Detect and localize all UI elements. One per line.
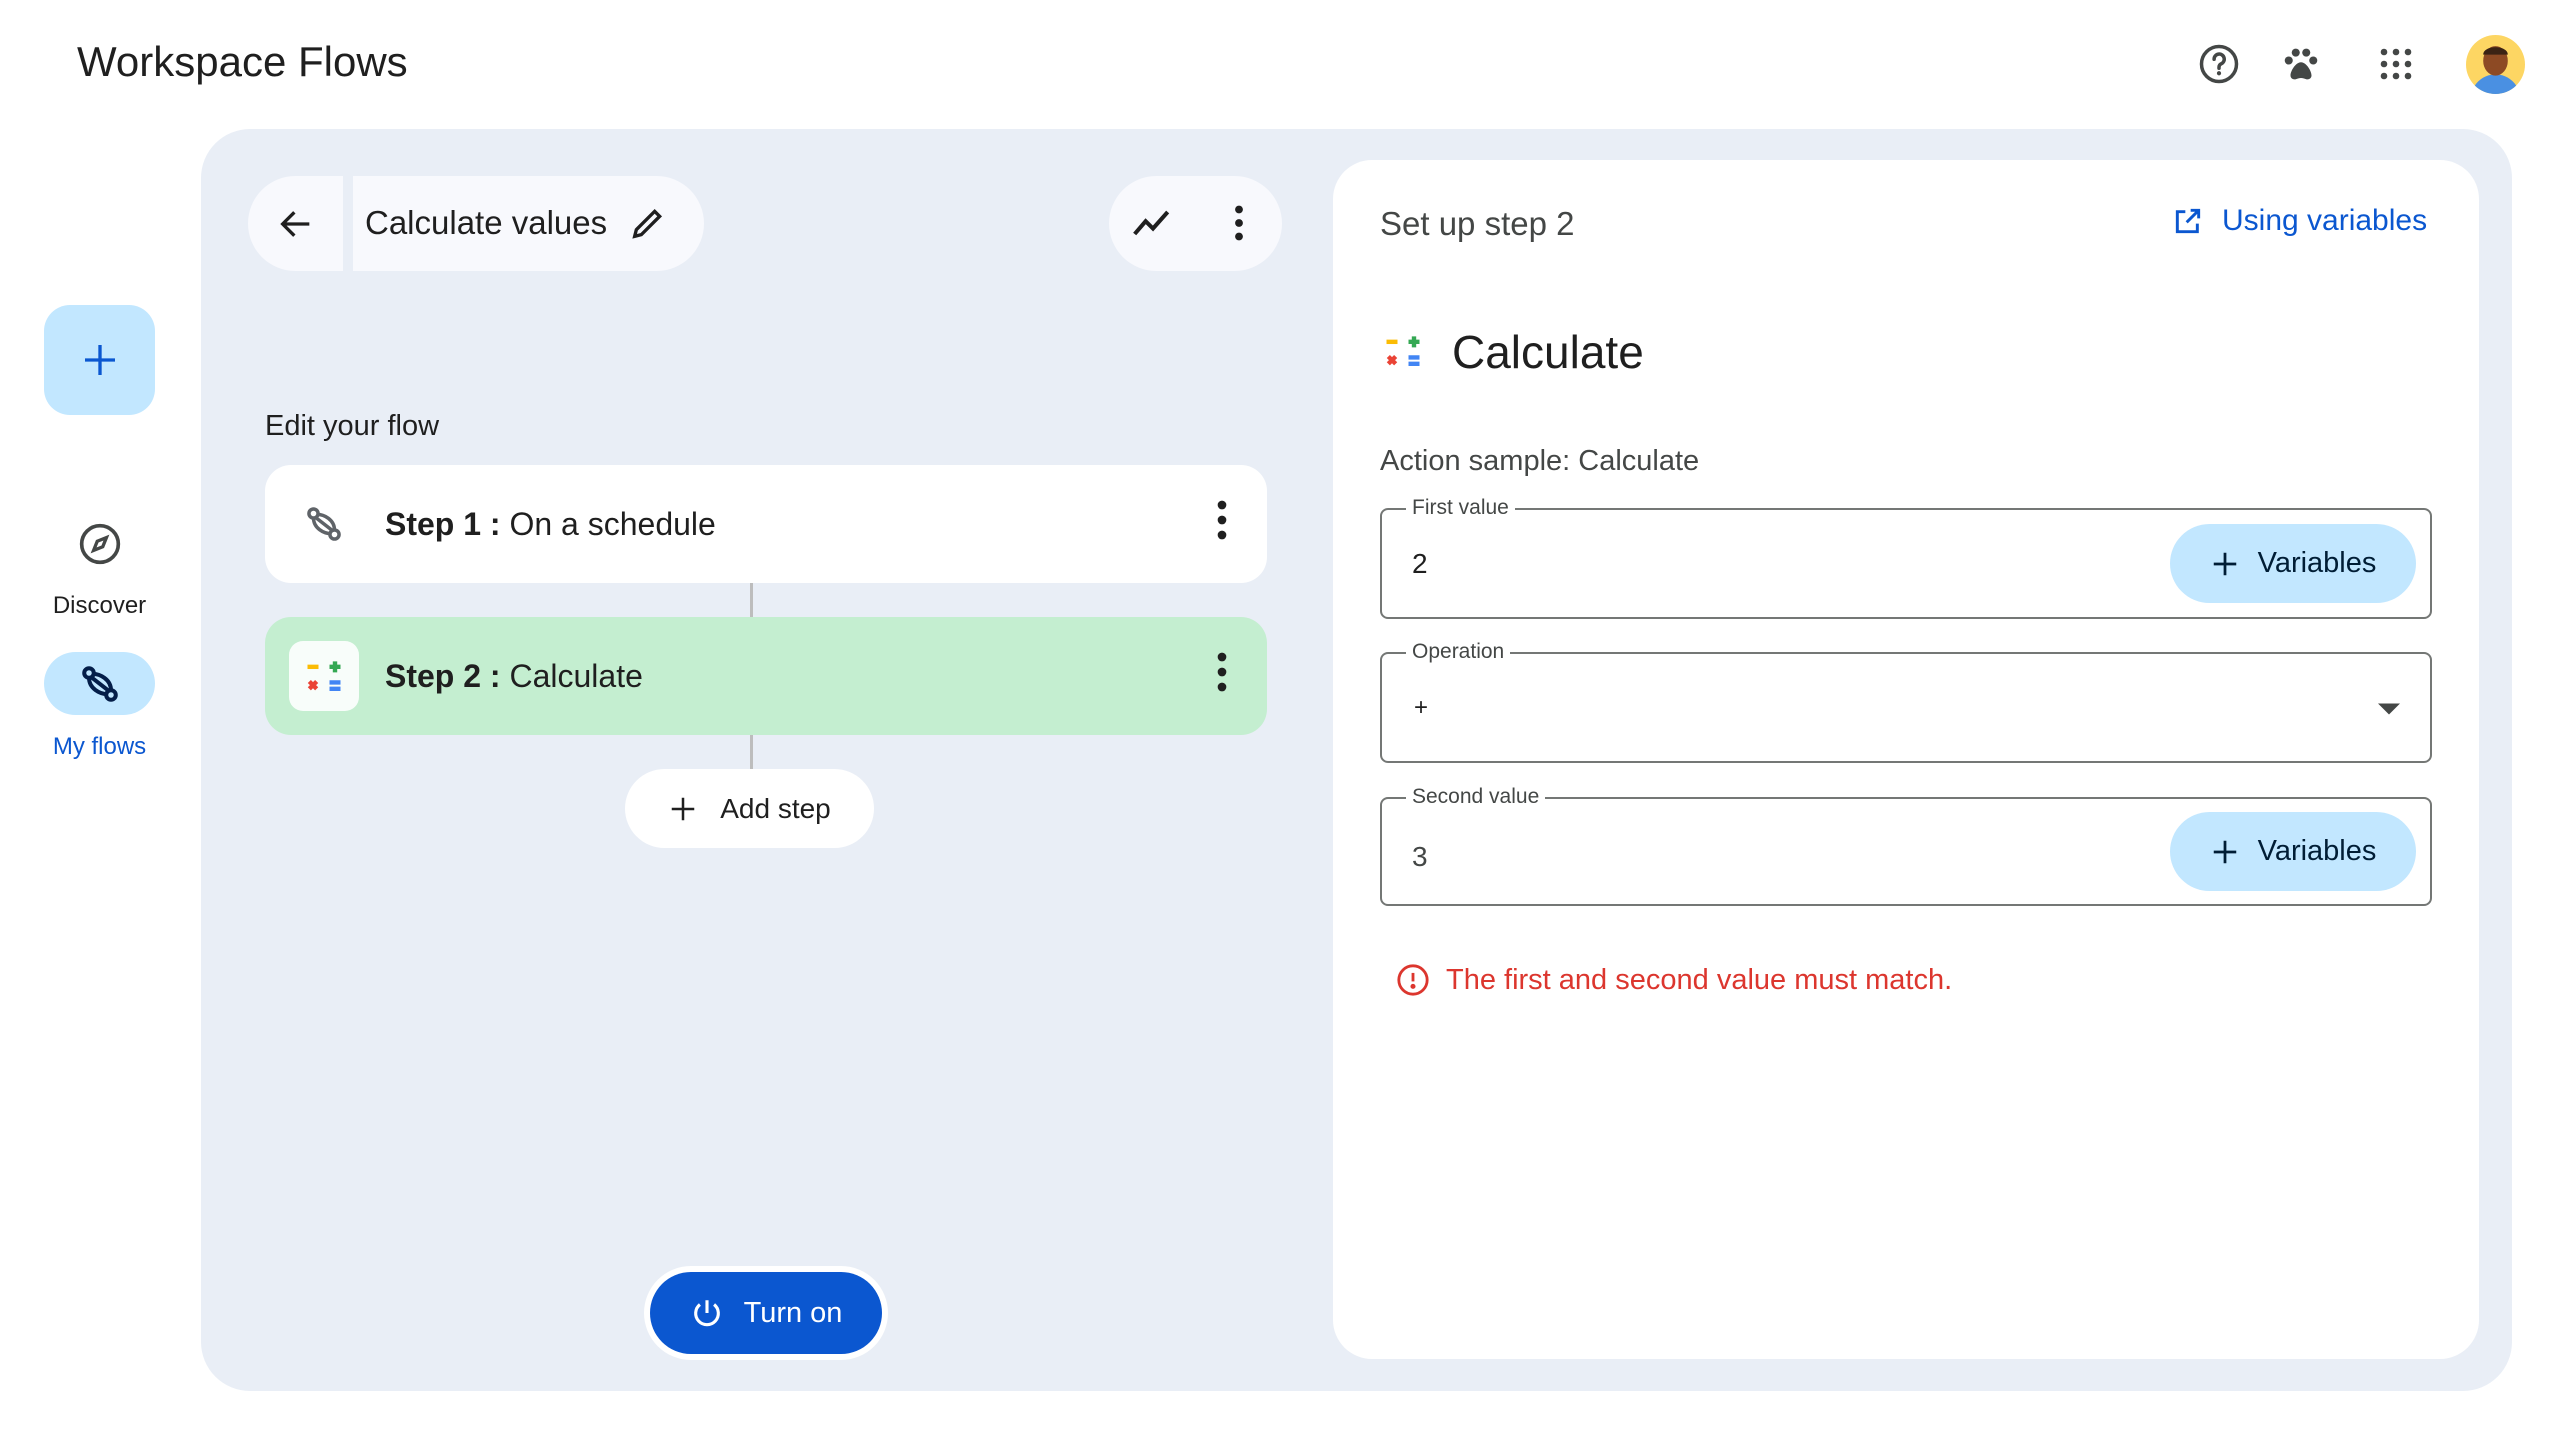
step-card-2[interactable]: Step 2 : Calculate [265, 617, 1267, 735]
sidebar-item-discover[interactable]: Discover [52, 592, 147, 619]
sidebar-item-my-flows[interactable]: My flows [52, 733, 147, 760]
connector [750, 735, 753, 769]
plus-icon [2213, 552, 2236, 575]
first-value-field[interactable]: First value 2 Variables [1380, 496, 2432, 619]
operation-select[interactable]: Operation + [1380, 640, 2432, 763]
step-prefix: Step 1 : [385, 505, 501, 542]
help-icon[interactable] [2197, 42, 2241, 86]
variables-button[interactable]: Variables [2170, 524, 2416, 603]
flow-actions-pill [1109, 176, 1282, 271]
step-prefix: Step 2 : [385, 657, 501, 694]
field-label: Operation [1406, 640, 1511, 664]
step-more-icon[interactable] [1217, 652, 1227, 697]
step-label: Step 2 : Calculate [385, 658, 643, 695]
add-step-label: Add step [720, 792, 831, 824]
using-variables-link[interactable]: Using variables [2172, 204, 2427, 238]
edit-icon[interactable] [625, 200, 671, 246]
calculate-icon [289, 641, 359, 711]
setup-title: Set up step 2 [1380, 205, 1575, 242]
step-label: Step 1 : On a schedule [385, 506, 716, 543]
action-sample: Action sample: Calculate [1380, 445, 1700, 477]
back-button[interactable] [248, 176, 343, 271]
app-title: Workspace Flows [77, 38, 408, 85]
variables-button[interactable]: Variables [2170, 812, 2416, 891]
turn-on-label: Turn on [743, 1296, 843, 1329]
field-label: Second value [1406, 785, 1546, 809]
error-text: The first and second value must match. [1446, 963, 1953, 996]
step-title: Calculate [509, 657, 643, 694]
field-label: First value [1406, 496, 1515, 520]
avatar[interactable] [2466, 35, 2525, 94]
error-message: The first and second value must match. [1396, 963, 1952, 997]
plus-icon [2213, 840, 2236, 863]
action-title: Calculate [1452, 326, 1644, 378]
variables-label: Variables [2257, 835, 2377, 867]
paw-icon[interactable] [2278, 42, 2324, 86]
connector [750, 583, 753, 617]
using-variables-label: Using variables [2222, 204, 2428, 237]
flow-name: Calculate values [365, 204, 608, 241]
flows-icon [301, 501, 347, 547]
step-card-1[interactable]: Step 1 : On a schedule [265, 465, 1267, 583]
dropdown-arrow-icon[interactable] [2374, 694, 2404, 724]
operation-value: + [1414, 694, 1429, 721]
calculate-icon [1380, 328, 1426, 374]
step-more-icon[interactable] [1217, 500, 1227, 545]
first-value-input[interactable]: 2 [1412, 548, 1428, 579]
turn-on-button[interactable]: Turn on [650, 1272, 882, 1354]
more-vert-icon[interactable] [1219, 200, 1259, 246]
setup-panel [1333, 160, 2479, 1359]
open-in-new-icon [2175, 208, 2201, 234]
create-flow-button[interactable] [44, 305, 155, 415]
section-label: Edit your flow [265, 410, 440, 442]
activity-icon[interactable] [1129, 200, 1177, 246]
second-value-input[interactable]: 3 [1412, 841, 1428, 872]
power-icon [693, 1300, 720, 1327]
plus-icon [671, 797, 695, 820]
sidebar-item-my-flows-icon[interactable] [44, 652, 155, 715]
add-step-button[interactable]: Add step [625, 769, 874, 848]
second-value-field[interactable]: Second value 3 Variables [1380, 785, 2432, 906]
error-icon [1397, 964, 1429, 996]
compass-icon[interactable] [74, 518, 126, 570]
variables-label: Variables [2257, 547, 2377, 579]
step-title: On a schedule [509, 505, 716, 542]
flow-name-pill: Calculate values [353, 176, 704, 271]
apps-grid-icon[interactable] [2374, 42, 2418, 86]
